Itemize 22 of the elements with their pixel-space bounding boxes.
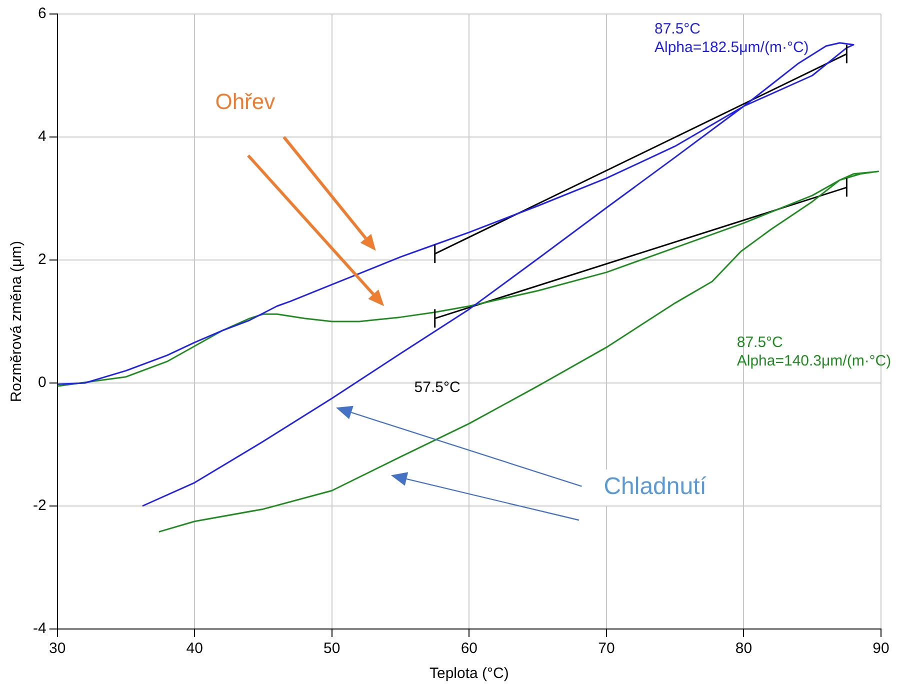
y-tick-label: 0	[38, 374, 46, 392]
x-tick-label: 40	[186, 640, 203, 658]
annotation: Chladnutí	[604, 473, 707, 500]
x-tick-label: 70	[598, 640, 615, 658]
x-tick-label: 50	[324, 640, 340, 658]
x-axis-title: Teplota (°C)	[429, 665, 509, 682]
x-tick-label: 90	[872, 640, 890, 658]
annotation: 57.5°C	[414, 379, 460, 396]
annotation: 87.5°C	[654, 20, 701, 38]
y-axis-title: Rozměrová změna (μm)	[8, 240, 26, 402]
y-tick-label: 2	[38, 251, 46, 268]
x-tick-label: 60	[460, 640, 478, 658]
y-tick-label: 6	[38, 5, 46, 22]
annotation: Ohřev	[215, 89, 276, 114]
y-tick-label: 4	[38, 128, 46, 146]
y-tick-label: -2	[32, 497, 46, 514]
annotation: Alpha=182.5μm/(m·°C)	[654, 38, 809, 56]
annotation: 87.5°C	[736, 334, 784, 352]
x-tick-label: 80	[735, 640, 752, 658]
annotation: Alpha=140.3μm/(m·°C)	[736, 352, 892, 370]
x-tick-label: 30	[48, 640, 66, 658]
y-tick-label: -4	[32, 620, 46, 638]
